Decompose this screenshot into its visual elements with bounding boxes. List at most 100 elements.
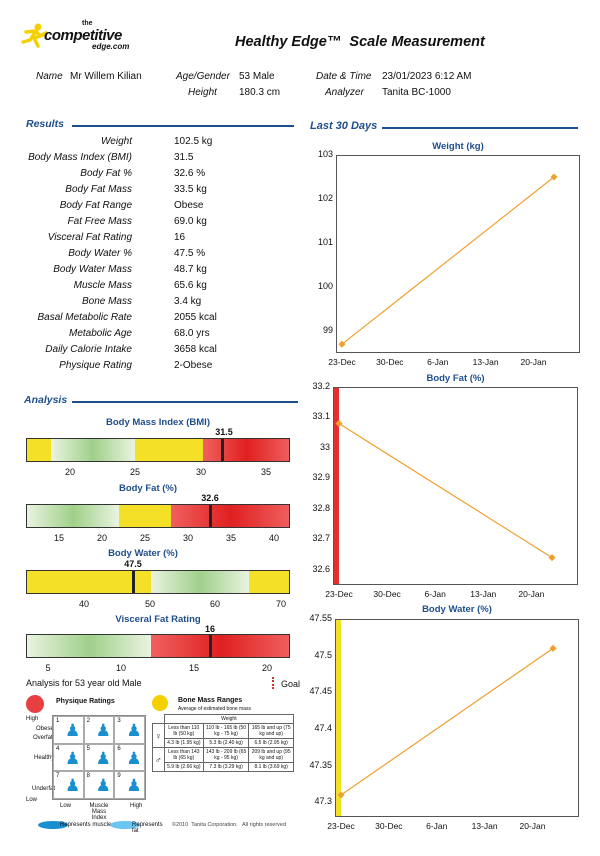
bodywater-tick: 70 (275, 599, 287, 609)
copyright: ©2010 Tanita Corporation. All rights res… (172, 822, 287, 828)
visceral-gauge (26, 634, 290, 658)
trend-y-tick: 103 (317, 149, 333, 159)
bone-cell: 5.9 lb (2.66 kg) (163, 762, 204, 772)
bone-cell: 165 lb and up (75 kg and up) (248, 723, 294, 739)
trend-x-tick: 23-Dec (325, 589, 353, 599)
result-value: 3.4 kg (174, 296, 202, 307)
bone-cell: 209 lb and up (95 kg and up) (248, 747, 294, 763)
result-label: Visceral Fat Rating (47, 232, 132, 243)
results-heading: Results (26, 118, 64, 130)
gauge-segment (151, 635, 289, 657)
trend-x-tick: 13-Jan (470, 589, 497, 599)
trend-x-tick: 6-Jan (424, 589, 446, 599)
result-row: Muscle Mass 65.6 kg (0, 280, 270, 296)
result-label: Metabolic Age (69, 328, 132, 339)
fat-legend-icon (110, 821, 140, 829)
physique-x-low: Low (60, 803, 72, 809)
logo-edge: edge.com (92, 42, 130, 51)
bone-cell: 8.1 lb (3.69 kg) (248, 762, 294, 772)
result-value: 32.6 % (174, 168, 206, 179)
bone-cell: 110 lb - 165 lb (50 kg - 75 kg) (202, 723, 250, 739)
bodywater-tick: 60 (209, 599, 221, 609)
trend-range-strip (334, 388, 339, 584)
gauge-segment (249, 571, 289, 593)
bone-icon (152, 695, 168, 711)
trend-chart-title: Body Water (%) (422, 604, 492, 615)
page-title: Healthy Edge™ Scale Measurement (235, 34, 485, 50)
physique-cell: 9 ♟ (114, 771, 145, 799)
agegender-label: Age/Gender (176, 71, 230, 82)
datetime-value: 23/01/2023 6:12 AM (382, 71, 472, 82)
result-row: Body Fat % 32.6 % (0, 168, 270, 184)
result-row: Physique Rating 2-Obese (0, 360, 270, 376)
physique-row-obese: Obese (36, 726, 54, 732)
datetime-label: Date & Time (316, 71, 372, 82)
bodyfat-tick: 20 (96, 533, 108, 543)
result-row: Body Fat Range Obese (0, 200, 270, 216)
gauge-segment (151, 571, 249, 593)
analyzer-label: Analyzer (325, 87, 364, 98)
result-value: 31.5 (174, 152, 194, 163)
analysis-rule (72, 401, 298, 403)
bone-table: Weight ♀ Less than 110 lb (50 kg) 110 lb -… (152, 714, 295, 772)
bmi-tick: 30 (195, 467, 207, 477)
visceral-tick: 10 (115, 663, 127, 673)
result-value: 48.7 kg (174, 264, 207, 275)
result-value: 102.5 kg (174, 136, 213, 147)
trend-x-tick: 30-Dec (376, 357, 404, 367)
bodywater-tick: 40 (78, 599, 90, 609)
visceral-tick: 20 (261, 663, 273, 673)
result-label: Fat Free Mass (67, 216, 132, 227)
physique-cell: 5 ♟ (83, 743, 115, 772)
gauge-segment (171, 505, 289, 527)
bodyfat-marker (209, 505, 212, 527)
results-rule (72, 125, 294, 127)
logo: the competitive edge.com (20, 20, 140, 52)
trend-y-tick: 47.55 (309, 613, 332, 623)
result-value: 47.5 % (174, 248, 206, 259)
analysis-footnote: Analysis for 53 year old Male (26, 678, 142, 688)
trend-x-tick: 23-Dec (328, 357, 356, 367)
trend-y-tick: 47.4 (314, 723, 332, 733)
bone-cell: Less than 110 lb (50 kg) (163, 723, 204, 739)
physique-cell: 7 ♟ (53, 771, 84, 799)
result-label: Body Fat % (80, 168, 132, 179)
result-label: Body Fat Range (59, 200, 132, 211)
trend-chart-frame (336, 155, 580, 353)
trend-y-tick: 99 (322, 325, 333, 335)
bodywater-tick: 50 (144, 599, 156, 609)
result-row: Daily Calorie Intake 3658 kcal (0, 344, 270, 360)
logo-competitive: competitive (44, 27, 122, 44)
result-label: Body Water % (68, 248, 132, 259)
trend-chart-title: Body Fat (%) (426, 373, 485, 384)
trend-x-tick: 13-Jan (471, 821, 498, 831)
result-value: 2055 kcal (174, 312, 217, 323)
result-value: 69.0 kg (174, 216, 207, 227)
result-label: Muscle Mass (73, 280, 132, 291)
visceral-marker (209, 635, 212, 657)
physique-grid: 1 ♟ 2 ♟ 3 ♟ 4 ♟ 5 ♟ 6 ♟ 7 ♟ 8 ♟ 9 ♟ (52, 715, 146, 800)
gauge-segment (27, 439, 51, 461)
result-value: 3658 kcal (174, 344, 217, 355)
physique-x-mid: Muscle Mass Index (89, 803, 109, 821)
physique-cell: 6 ♟ (114, 743, 145, 772)
physique-row-overfat: Overfat (33, 735, 53, 741)
gauge-segment (51, 439, 135, 461)
bodyfat-gauge-title: Body Fat (%) (118, 483, 178, 494)
bone-cell: 4.3 lb (1.95 kg) (163, 738, 204, 748)
result-label: Body Fat Mass (65, 184, 132, 195)
physique-cell: 1 ♟ (53, 716, 84, 744)
bone-cell: 143 lb - 209 lb (65 kg - 95 kg) (202, 747, 250, 763)
bodywater-gauge-title: Body Water (%) (108, 548, 178, 559)
bodyfat-gauge (26, 504, 290, 528)
trend-y-tick: 47.45 (309, 686, 332, 697)
result-label: Weight (101, 136, 132, 147)
trend-y-tick: 102 (317, 193, 333, 203)
result-value: 16 (174, 232, 186, 243)
trend-y-tick: 33.1 (312, 411, 330, 422)
bodyfat-tick: 25 (139, 533, 151, 543)
trend-x-tick: 23-Dec (327, 821, 355, 831)
result-row: Visceral Fat Rating 16 (0, 232, 270, 248)
result-row: Metabolic Age 68.0 yrs (0, 328, 270, 344)
analyzer-value: Tanita BC-1000 (382, 87, 451, 98)
